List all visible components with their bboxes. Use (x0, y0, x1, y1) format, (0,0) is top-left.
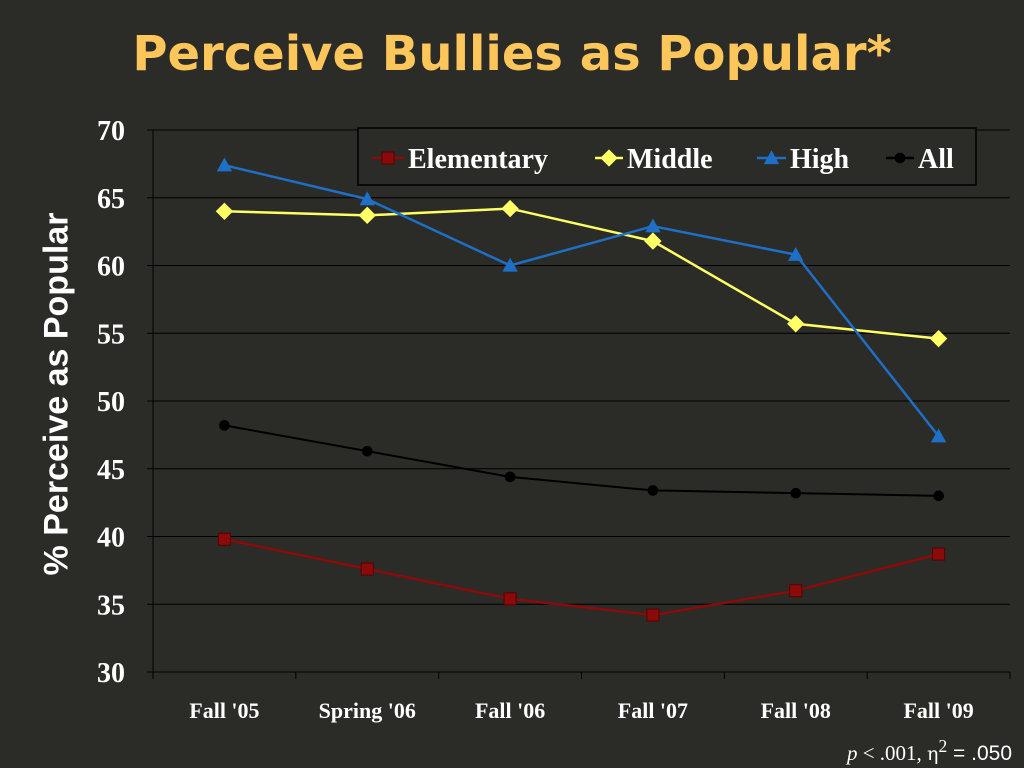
y-tick-label: 70 (97, 116, 125, 147)
series-line-middle (224, 207, 939, 340)
x-tick-label: Fall '06 (475, 698, 545, 723)
legend: Elementary Middle High All (357, 127, 977, 186)
slide-title: Perceive Bullies as Popular* (132, 26, 892, 82)
series-group (215, 157, 948, 622)
x-tick-label: Spring '06 (319, 698, 416, 723)
p-symbol: p (846, 741, 858, 765)
x-tick-label: Fall '09 (903, 698, 973, 723)
data-point-elementary (503, 592, 517, 606)
significance-footnote: p < .001, η2 = .050 (847, 736, 1012, 766)
data-point-high (216, 157, 233, 172)
legend-item-all: All (886, 144, 954, 175)
data-point-all (790, 487, 802, 499)
series-all (219, 420, 944, 502)
data-point-elementary (217, 532, 231, 546)
x-tick-label: Fall '08 (761, 698, 831, 723)
data-point-all (361, 445, 373, 457)
legend-label-all: All (918, 144, 954, 175)
data-point-elementary (646, 608, 660, 622)
x-tick-labels: Fall '05 Spring '06 Fall '06 Fall '07 Fall '… (189, 698, 973, 723)
series-middle (215, 199, 948, 348)
data-point-high (645, 218, 661, 233)
data-point-middle (644, 232, 662, 250)
legend-label-elementary: Elementary (408, 144, 548, 175)
legend-item-high: High (757, 144, 850, 175)
legend-box (357, 127, 977, 186)
gridlines (153, 129, 1010, 605)
series-line-all (224, 424, 939, 497)
data-point-high (788, 246, 804, 261)
eta-value: = .050 (947, 742, 1012, 765)
legend-marker-middle (600, 149, 618, 167)
legend-marker-high (763, 150, 780, 165)
legend-item-middle: Middle (595, 144, 713, 175)
legend-marker-elementary (381, 151, 395, 165)
y-tick-label: 35 (97, 590, 125, 621)
y-tick-label: 50 (97, 387, 125, 418)
x-tick-label: Fall '05 (189, 698, 259, 723)
data-point-all (219, 420, 230, 431)
legend-label-high: High (790, 144, 850, 175)
data-point-middle (929, 329, 948, 348)
x-tick-label: Fall '07 (618, 698, 688, 723)
data-point-elementary (789, 584, 803, 598)
data-point-high (359, 191, 375, 206)
data-point-middle (501, 199, 519, 218)
y-tick-label: 45 (97, 455, 125, 486)
axes (147, 129, 1011, 679)
series-elementary (217, 532, 946, 622)
series-line-high (224, 164, 940, 438)
data-point-elementary (932, 547, 946, 561)
data-point-high (930, 428, 947, 443)
legend-label-middle: Middle (627, 144, 713, 175)
data-point-middle (358, 206, 376, 225)
y-tick-label: 40 (97, 523, 125, 554)
y-tick-label: 55 (97, 319, 125, 350)
series-line-elementary (224, 537, 939, 617)
data-point-elementary (360, 562, 374, 576)
p-value: < .001, (857, 741, 928, 765)
eta-superscript: 2 (938, 736, 948, 756)
data-point-all (647, 485, 659, 496)
y-tick-label: 60 (97, 252, 125, 283)
y-tick-label: 65 (97, 184, 125, 215)
data-point-middle (787, 315, 805, 333)
y-tick-labels: 30 35 40 45 50 55 60 65 70 (97, 116, 125, 689)
data-point-all (504, 471, 516, 483)
data-point-high (502, 257, 518, 272)
legend-item-elementary: Elementary (372, 144, 548, 175)
series-high (216, 157, 947, 443)
data-point-all (933, 490, 944, 502)
legend-marker-all (894, 152, 906, 164)
y-tick-label: 30 (97, 658, 125, 689)
eta-symbol: η (927, 743, 939, 765)
data-point-middle (215, 202, 234, 220)
